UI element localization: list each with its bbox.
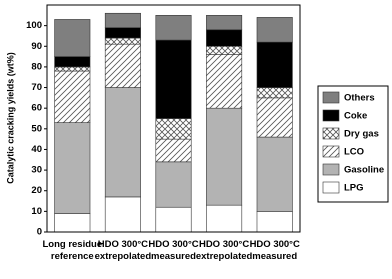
- bar-segment: [104, 37, 141, 45]
- bar-segment: [256, 17, 293, 43]
- legend-label: LPG: [344, 183, 364, 194]
- bar-segment: [54, 66, 91, 72]
- bar-segment: [104, 27, 141, 39]
- y-tick-label: 90: [31, 41, 42, 52]
- x-tick-label: HDO 300°C extrepolated: [196, 239, 253, 262]
- legend-swatch: [322, 91, 340, 104]
- y-tick-label: 70: [31, 82, 42, 93]
- legend-swatch: [322, 109, 340, 122]
- bar-segment: [104, 43, 141, 88]
- bar-segment: [206, 204, 243, 233]
- legend-label: Others: [344, 93, 375, 104]
- y-tick-label: 80: [31, 61, 42, 72]
- legend-label: Dry gas: [344, 129, 379, 140]
- bar-segment: [104, 196, 141, 233]
- legend-label: Gasoline: [344, 165, 384, 176]
- bar-segment: [155, 206, 192, 233]
- bar-segment: [256, 41, 293, 88]
- bar-segment: [256, 97, 293, 138]
- bar-segment: [155, 138, 192, 163]
- y-tick-label: 60: [31, 103, 42, 114]
- legend-label: Coke: [344, 111, 367, 122]
- bar-segment: [155, 161, 192, 208]
- bar-segment: [256, 136, 293, 212]
- bar-segment: [54, 122, 91, 214]
- bar-segment: [155, 118, 192, 140]
- bar-segment: [54, 56, 91, 68]
- bar-segment: [54, 19, 91, 57]
- y-tick-label: 30: [31, 165, 42, 176]
- bar-segment: [256, 211, 293, 233]
- bar-segment: [104, 12, 141, 28]
- x-tick-label: Long residue reference: [42, 239, 102, 262]
- bar-segment: [206, 29, 243, 47]
- bar-segment: [54, 70, 91, 123]
- y-axis-label: Catalytic cracking yields (wt%): [5, 52, 15, 184]
- legend-swatch: [322, 127, 340, 140]
- y-tick-label: 40: [31, 144, 42, 155]
- y-tick-label: 10: [31, 206, 42, 217]
- bar-segment: [256, 87, 293, 99]
- plot-frame: [46, 4, 301, 233]
- bar-segment: [206, 15, 243, 31]
- bar-segment: [104, 87, 141, 198]
- legend-swatch: [322, 181, 340, 194]
- legend-swatch: [322, 145, 340, 158]
- bar-segment: [155, 15, 192, 41]
- y-tick-label: 100: [26, 20, 42, 31]
- x-tick-label: HDO 300°C extrepolated: [95, 239, 152, 262]
- y-tick-label: 50: [31, 123, 42, 134]
- y-tick-label: 20: [31, 185, 42, 196]
- bar-segment: [206, 107, 243, 206]
- legend-label: LCO: [344, 147, 364, 158]
- x-tick-label: HDO 300°C measured: [148, 239, 198, 262]
- bar-segment: [155, 39, 192, 119]
- bar-segment: [206, 45, 243, 55]
- legend-swatch: [322, 163, 340, 176]
- x-tick-label: HDO 300°C measured: [250, 239, 300, 262]
- bar-segment: [206, 54, 243, 109]
- bar-segment: [54, 213, 91, 233]
- y-tick-label: 0: [37, 227, 42, 238]
